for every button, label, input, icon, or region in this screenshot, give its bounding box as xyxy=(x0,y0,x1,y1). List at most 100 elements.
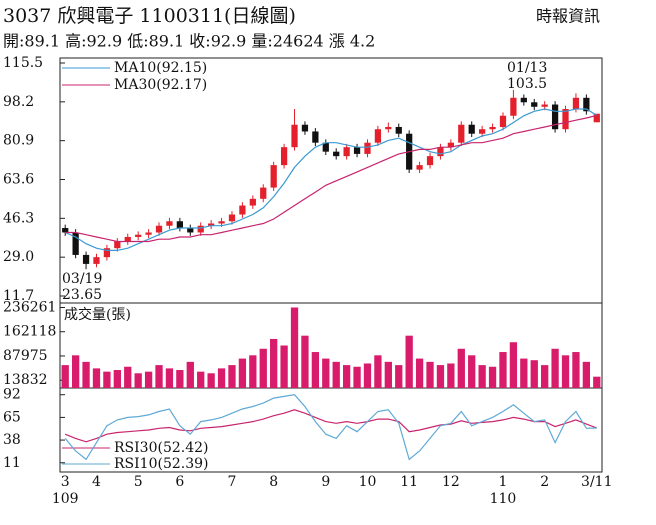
volume-bar xyxy=(228,365,236,388)
volume-bar xyxy=(436,365,445,388)
x-tick-label: 11 xyxy=(400,474,418,490)
volume-label: 成交量(張) xyxy=(64,306,131,323)
x-tick-label: 3/11 xyxy=(581,474,612,490)
volume-bar xyxy=(457,348,465,388)
volume-bar xyxy=(541,365,549,388)
candle-body xyxy=(197,225,204,233)
candle-body xyxy=(187,227,194,233)
volume-bar xyxy=(384,361,392,388)
volume-bar xyxy=(103,371,111,388)
y-tick-label: 92 xyxy=(3,387,21,403)
y-tick-label: 46.3 xyxy=(3,210,34,226)
candle-body xyxy=(343,147,350,157)
volume-bar xyxy=(238,358,247,388)
candle-body xyxy=(249,198,256,206)
candle-body xyxy=(228,214,236,222)
volume-bar xyxy=(249,355,257,388)
volume-bar xyxy=(468,355,476,388)
candle-body xyxy=(520,97,527,103)
legend-label: MA30(92.17) xyxy=(114,77,207,93)
y-tick-label: 11 xyxy=(3,455,21,471)
candle-body xyxy=(593,113,600,123)
volume-bar xyxy=(509,342,518,388)
candle-body xyxy=(583,97,590,112)
volume-bar xyxy=(488,366,497,388)
volume-bar xyxy=(311,352,320,388)
candle-body xyxy=(280,147,288,166)
candle-body xyxy=(291,124,298,148)
volume-bar xyxy=(363,363,372,388)
candle-body xyxy=(437,147,444,157)
candle-body xyxy=(479,129,486,134)
x-tick-label: 9 xyxy=(321,474,330,490)
y-tick-label: 162118 xyxy=(3,324,56,340)
summary: 開:89.1 高:92.9 低:89.1 收:92.9 量:24624 漲 4.… xyxy=(3,32,375,51)
candle-body xyxy=(416,165,423,170)
volume-bar xyxy=(270,338,278,388)
volume-bar xyxy=(447,363,455,388)
volume-bar xyxy=(165,368,174,388)
volume-bar xyxy=(593,376,601,388)
volume-bar xyxy=(280,345,288,388)
candle-body xyxy=(145,232,152,235)
volume-bar xyxy=(144,371,153,388)
candle-body xyxy=(93,257,100,264)
volume-bar xyxy=(520,358,528,388)
legend-label: RSI10(52.39) xyxy=(114,456,208,472)
volume-bar xyxy=(176,370,184,388)
volume-bar xyxy=(217,368,226,388)
volume-bar xyxy=(395,365,403,388)
y-tick-label: 63.6 xyxy=(3,172,34,188)
candle-body xyxy=(135,234,142,237)
candle-body xyxy=(562,109,569,130)
volume-bar xyxy=(426,361,434,388)
y-tick-label: 11.7 xyxy=(3,288,34,304)
annotation-date: 01/13 xyxy=(507,60,547,76)
volume-bar xyxy=(582,361,591,388)
candle-body xyxy=(551,104,559,130)
candle-body xyxy=(114,241,121,249)
y-tick-label: 65 xyxy=(3,409,21,425)
annotation-value: 23.65 xyxy=(62,287,102,303)
y-tick-label: 236261 xyxy=(3,299,56,315)
volume-bar xyxy=(197,371,205,388)
x-tick-label: 6 xyxy=(175,474,184,490)
volume-bar xyxy=(332,361,340,388)
volume-bar xyxy=(405,335,413,388)
candle-body xyxy=(322,142,329,152)
x-tick-label: 4 xyxy=(92,474,101,490)
y-tick-label: 80.9 xyxy=(3,133,34,149)
volume-bar xyxy=(82,361,90,388)
rsi-line xyxy=(64,409,598,443)
candle-body xyxy=(270,165,277,188)
candle-body xyxy=(426,156,434,166)
x-tick-label: 8 xyxy=(269,474,278,490)
candle-body xyxy=(385,126,392,130)
candle-body xyxy=(166,221,173,226)
volume-bar xyxy=(61,365,69,388)
volume-bar xyxy=(551,348,559,388)
x-tick-label: 3 xyxy=(61,474,70,490)
candle-body xyxy=(333,151,340,157)
x-tick-label: 12 xyxy=(442,474,460,490)
candle-body xyxy=(72,232,79,255)
source: 時報資訊 xyxy=(536,7,600,26)
volume-bar xyxy=(124,366,132,388)
volume-bar xyxy=(499,352,507,388)
candle-body xyxy=(62,227,69,233)
candle-body xyxy=(176,221,183,228)
volume-bar xyxy=(374,355,382,388)
x-tick-label: 5 xyxy=(134,474,143,490)
candle-body xyxy=(124,236,131,242)
candle-body xyxy=(155,225,163,233)
ma-line xyxy=(64,108,598,251)
x-tick-label: 1 xyxy=(499,474,508,490)
volume-bar xyxy=(530,360,538,388)
candle-body xyxy=(239,205,246,215)
y-tick-label: 98.2 xyxy=(3,94,34,110)
y-tick-label: 38 xyxy=(3,432,21,448)
candle-body xyxy=(312,131,319,143)
annotation-value: 103.5 xyxy=(507,76,547,92)
volume-bar xyxy=(186,361,194,388)
